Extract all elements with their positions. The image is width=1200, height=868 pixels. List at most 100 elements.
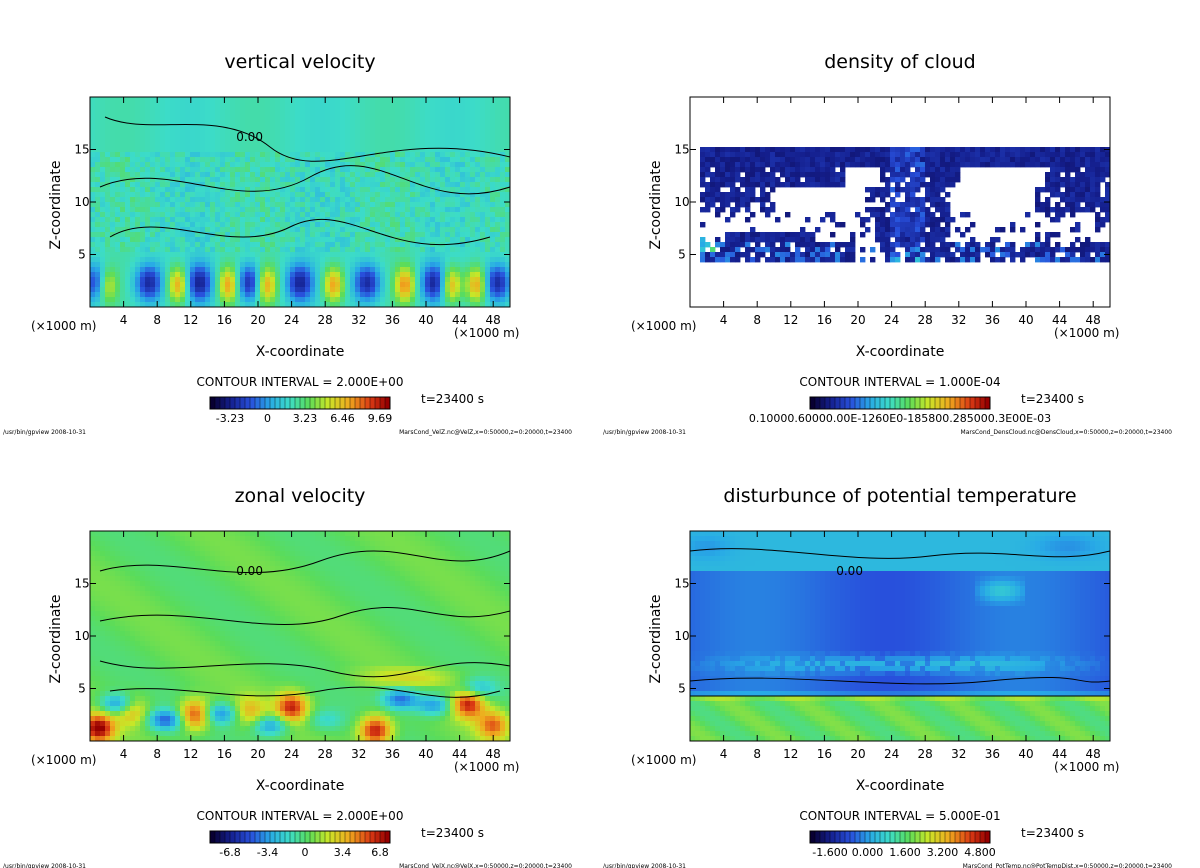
heatmap-cell [325,132,331,138]
heatmap-cell [745,247,751,253]
heatmap-cell [430,182,436,188]
heatmap-cell [140,112,146,118]
heatmap-cell [1075,172,1081,178]
heatmap-cell [1100,202,1106,208]
heatmap-cell [930,152,936,158]
heatmap-cell [110,142,116,148]
heatmap-cell [900,187,906,193]
heatmap-cell [380,302,386,308]
heatmap-cell [750,237,756,243]
heatmap-cell [405,252,411,258]
heatmap-cell [305,117,311,123]
heatmap-cell [320,292,326,298]
heatmap-cell [935,177,941,183]
heatmap-cell [805,147,811,153]
heatmap-cell [125,167,131,173]
heatmap-cell [945,252,951,258]
heatmap-cell [460,242,466,248]
heatmap-cell [310,142,316,148]
heatmap-cell [200,187,206,193]
heatmap-cell [780,152,786,158]
heatmap-cell [300,207,306,213]
heatmap-cell [475,272,481,278]
heatmap-cell [925,192,931,198]
heatmap-cell [915,237,921,243]
heatmap-cell [280,302,286,308]
heatmap-cell [760,187,766,193]
heatmap-cell [285,232,291,238]
heatmap-cell [420,252,426,258]
heatmap-cell [785,162,791,168]
heatmap-cell [415,177,421,183]
heatmap-cell [770,187,776,193]
heatmap-cell [980,152,986,158]
heatmap-cell [105,237,111,243]
heatmap-cell [340,137,346,143]
heatmap-cell [470,212,476,218]
heatmap-cell [200,277,206,283]
heatmap-cell [205,132,211,138]
heatmap-cell [105,302,111,308]
heatmap-cell [310,262,316,268]
heatmap-cell [435,162,441,168]
heatmap-cell [295,192,301,198]
heatmap-cell [110,272,116,278]
heatmap-cell [300,262,306,268]
colorbar-swatch [945,397,951,409]
heatmap-cell [270,237,276,243]
heatmap-cell [495,282,501,288]
heatmap-cell [425,227,431,233]
heatmap-cell [795,232,801,238]
heatmap-cell [220,302,226,308]
heatmap-cell [275,217,281,223]
heatmap-cell [195,97,201,103]
heatmap-cell [330,122,336,128]
heatmap-cell [385,267,391,273]
heatmap-cell [310,132,316,138]
heatmap-cell [285,227,291,233]
heatmap-cell [95,112,101,118]
heatmap-cell [95,137,101,143]
heatmap-cell [95,272,101,278]
heatmap-cell [270,222,276,228]
heatmap-cell [220,112,226,118]
heatmap-cell [880,157,886,163]
heatmap-cell [465,267,471,273]
heatmap-cell [500,172,506,178]
heatmap-cell [930,242,936,248]
heatmap-cell [245,282,251,288]
heatmap-cell [180,257,186,263]
heatmap-cell [1010,162,1016,168]
heatmap-cell [100,531,106,537]
heatmap-cell [740,242,746,248]
heatmap-cell [170,252,176,258]
heatmap-cell [395,112,401,118]
heatmap-cell [95,157,101,163]
heatmap-cell [255,177,261,183]
heatmap-cell [240,122,246,128]
heatmap-cell [945,207,951,213]
heatmap-cell [225,172,231,178]
heatmap-cell [225,297,231,303]
heatmap-cell [100,147,106,153]
heatmap-cell [245,157,251,163]
heatmap-cell [405,237,411,243]
heatmap-cell [480,157,486,163]
heatmap-cell [730,147,736,153]
heatmap-cell [385,247,391,253]
heatmap-cell [185,132,191,138]
heatmap-cell [340,112,346,118]
heatmap-cell [340,142,346,148]
heatmap-cell [105,217,111,223]
heatmap-cell [930,167,936,173]
heatmap-cell [435,112,441,118]
heatmap-cell [240,132,246,138]
heatmap-cell [1005,242,1011,248]
heatmap-cell [275,262,281,268]
heatmap-cell [355,222,361,228]
heatmap-cell [810,257,816,263]
heatmap-cell [115,217,121,223]
heatmap-cell [940,212,946,218]
heatmap-cell [135,222,141,228]
